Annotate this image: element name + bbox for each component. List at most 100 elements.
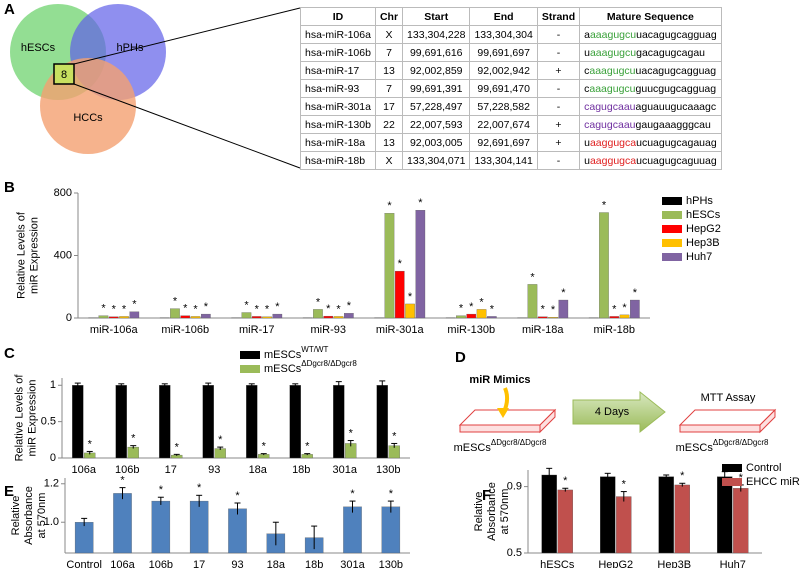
bar [619, 314, 630, 319]
bar [616, 496, 632, 554]
legend-name: hPHs [686, 195, 713, 207]
significance-mark: * [275, 301, 280, 313]
bar [72, 385, 84, 459]
bar [228, 508, 247, 554]
bar [251, 316, 262, 319]
bar [609, 316, 620, 319]
significance-mark: * [120, 475, 125, 487]
table-cell: 7 [374, 79, 404, 98]
significance-mark: * [175, 441, 180, 453]
table-row: hsa-miR-130b 22 22,007,593 22,007,674 + cagug… [300, 115, 722, 134]
bar [272, 313, 283, 319]
legend-swatch [722, 478, 742, 486]
bar [381, 506, 401, 554]
panel-label: E [4, 483, 14, 500]
significance-mark: * [305, 441, 310, 453]
sequence-part: aguauugucaaagc [635, 100, 717, 113]
y-tick-label: 400 [54, 249, 72, 261]
x-tick-label: miR-18a [522, 324, 564, 336]
legend-label: hESCs [686, 209, 721, 221]
x-tick-label: 301a [333, 464, 358, 476]
mirna-table: ID Chr Start End Strand Mature Sequence hsa-mi… [300, 7, 722, 170]
table-cell: 133,304,141 [469, 151, 538, 170]
cell-name: mESCs [676, 442, 714, 454]
bar [127, 446, 139, 459]
significance-mark: * [469, 301, 474, 313]
y-tick-label: 0 [50, 452, 56, 464]
table-cell: - [536, 43, 581, 62]
y-tick-label: 0.5 [41, 416, 56, 428]
y-axis-label: Relative Levels of [15, 211, 27, 299]
sequence-cell: cagugcaaugaugaaagggcau [579, 115, 722, 134]
significance-mark: * [563, 475, 568, 487]
y-axis-label: at 570nm [499, 489, 511, 535]
sequence-part: guucgugcagguag [635, 82, 717, 95]
y-tick-label: 0.9 [507, 481, 522, 493]
duration-label: 4 Days [595, 406, 630, 418]
significance-mark: * [389, 488, 394, 500]
dish-side [539, 408, 556, 434]
bar [98, 315, 109, 319]
x-tick-label: miR-17 [239, 324, 274, 336]
x-tick-label: miR-106a [90, 324, 139, 336]
table-cell: hsa-miR-130b [300, 115, 376, 134]
bar [180, 315, 191, 319]
legend-label: hPHs [686, 195, 713, 207]
bar [476, 309, 487, 319]
x-tick-label: 106a [110, 559, 135, 568]
significance-mark: * [622, 302, 627, 314]
zoom-line [73, 7, 301, 65]
bar [415, 210, 426, 319]
table-cell: 13 [374, 61, 404, 80]
bar [344, 313, 354, 319]
y-tick-label: 0.5 [507, 547, 522, 559]
significance-mark: * [197, 482, 202, 494]
table-cell: hsa-miR-18a [300, 133, 376, 152]
significance-mark: * [204, 301, 209, 313]
table-row: hsa-miR-18a 13 92,003,005 92,691,697 + uaaggu… [300, 133, 722, 152]
significance-mark: * [159, 484, 164, 496]
legend-label: Hep3B [686, 237, 720, 249]
legend-label: Control [746, 462, 781, 474]
significance-mark: * [326, 303, 331, 315]
y-tick-label: 1.2 [44, 478, 59, 490]
bar [113, 493, 132, 554]
significance-mark: * [392, 430, 397, 442]
y-axis-label: Absorbance [23, 486, 35, 545]
column-header: Strand [536, 7, 581, 26]
table-cell: 92,002,859 [402, 61, 471, 80]
significance-mark: * [265, 304, 270, 316]
panel-label: A [4, 1, 15, 18]
x-tick-label: miR-93 [311, 324, 346, 336]
x-tick-label: HepG2 [598, 559, 633, 568]
panel-label: B [4, 179, 15, 196]
x-tick-label: 18b [305, 559, 323, 568]
significance-mark: * [622, 478, 627, 490]
bar [541, 474, 557, 554]
bar [599, 212, 609, 319]
bar [466, 313, 477, 319]
time-arrow [572, 390, 666, 434]
sequence-part: u [584, 46, 590, 59]
table-cell: 99,691,391 [402, 79, 471, 98]
table-cell: + [536, 115, 581, 134]
significance-mark: * [479, 296, 484, 308]
significance-mark: * [398, 258, 403, 270]
pipette-arrowhead [497, 408, 509, 418]
significance-mark: * [347, 300, 352, 312]
legend-swatch [662, 211, 682, 219]
dish-top [458, 409, 557, 426]
bar [289, 385, 301, 459]
significance-mark: * [561, 287, 566, 299]
sequence-part: aaagugcu [589, 64, 636, 77]
significance-mark: * [244, 299, 249, 311]
significance-mark: * [387, 200, 392, 212]
panel-label: D [455, 349, 466, 366]
bar [343, 506, 362, 554]
table-cell: + [536, 61, 581, 80]
venn-label: hESCs [21, 42, 56, 54]
sequence-part: ucuagugcagauag [636, 136, 717, 149]
y-axis-label: miR Expression [26, 379, 38, 456]
table-cell: 99,691,616 [402, 43, 471, 62]
sequence-part: c [584, 82, 590, 95]
